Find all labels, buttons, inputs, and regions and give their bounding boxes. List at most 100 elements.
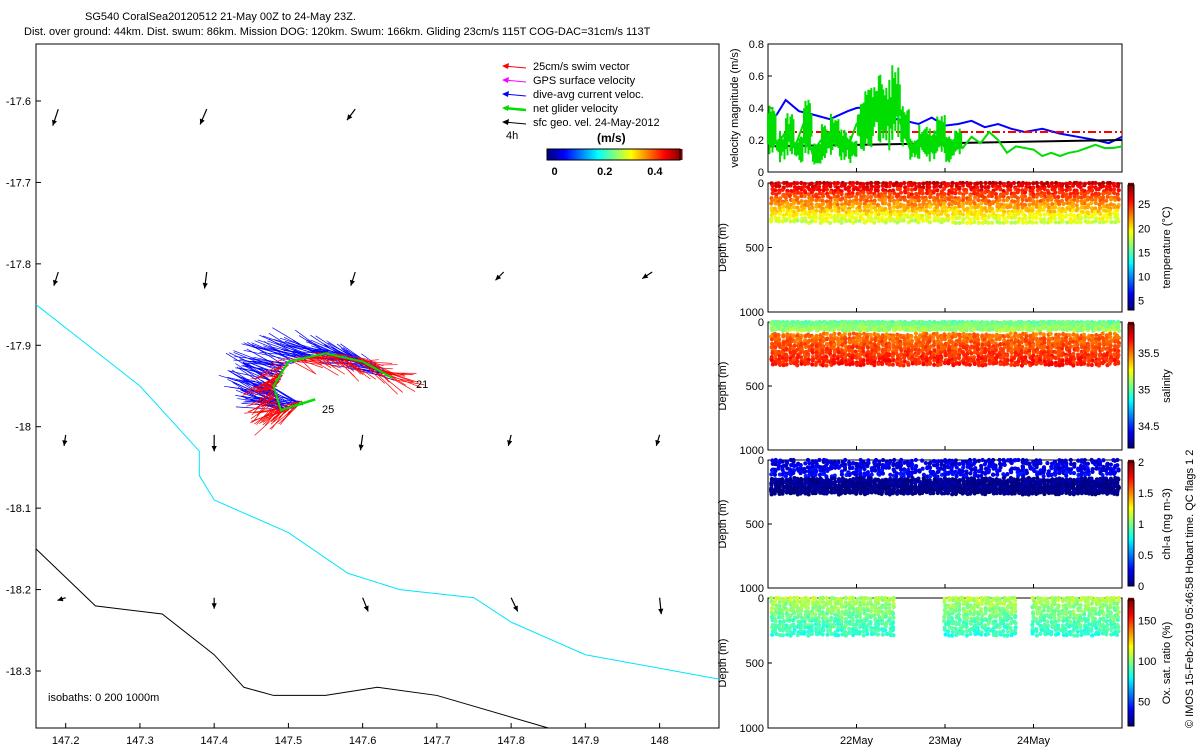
depth-scatter-point [843, 186, 848, 191]
depth-scatter-point [1067, 187, 1073, 192]
depth-scatter-point [897, 187, 902, 192]
depth-scatter-point [1027, 202, 1032, 207]
depth-scatter-point [876, 361, 881, 366]
depth-scatter-point [865, 463, 870, 469]
depth-scatter-point [1082, 337, 1087, 342]
swim-vector [285, 400, 303, 406]
depth-scatter-points [768, 319, 1122, 368]
colorbar-segment [602, 149, 606, 160]
map-x-tick-label: 147.5 [275, 735, 303, 747]
depth-scatter-point [905, 187, 910, 192]
depth-y-tick-label: 0 [758, 178, 764, 190]
swim-vector [269, 409, 293, 430]
swim-vector [314, 356, 332, 369]
depth-scatter-point [1108, 215, 1113, 220]
depth-scatter-point [810, 362, 815, 367]
depth-scatter-point [873, 208, 879, 213]
colorbar-segment [656, 149, 660, 160]
depth-scatter-point [798, 350, 803, 355]
depth-scatter-point [1104, 198, 1109, 203]
depth-scatter-point [784, 201, 790, 206]
swim-vector [301, 360, 323, 369]
depth-scatter-point [1046, 205, 1052, 210]
colorbar-segment [564, 149, 567, 160]
depth-scatter-point [820, 219, 826, 224]
depth-scatter-point [1057, 220, 1062, 225]
depth-scatter-point [986, 184, 991, 190]
colorbar-segment [641, 149, 644, 160]
depth-scatter-point [1053, 205, 1058, 210]
colorbar-segment [566, 149, 569, 160]
depth-scatter-point [975, 216, 980, 221]
depth-scatter-point [968, 193, 973, 198]
depth-scatter-point [1078, 220, 1083, 225]
geo-velocity-arrowhead [642, 273, 649, 279]
depth-scatter-point [1042, 204, 1048, 209]
depth-scatter-point [1011, 180, 1017, 186]
depth-scatter-point [927, 204, 933, 209]
depth-scatter-point [887, 326, 892, 331]
depth-scatter-point [802, 194, 807, 199]
depth-scatter-point [964, 362, 969, 367]
depth-scatter-point [795, 355, 800, 360]
colorbar-segment [575, 149, 579, 160]
depth-scatter-point [946, 207, 952, 213]
depth-scatter-point [835, 215, 840, 220]
depth-scatter-point [842, 467, 848, 472]
depth-scatter-point [805, 203, 810, 208]
map-panel: 147.2 147.3 147.4 147.5 147.6 147.7 147.8 147.9… [6, 43, 720, 747]
depth-scatter-point [850, 193, 855, 199]
depth-scatter-point [847, 332, 852, 337]
map-x-tick-label: 147.9 [572, 735, 600, 747]
depth-scatter-point [886, 353, 891, 358]
depth-scatter-point [836, 343, 841, 348]
depth-scatter-point [780, 491, 785, 496]
dive-current-vector [262, 335, 314, 354]
depth-scatter-point [1009, 362, 1014, 367]
depth-scatter-point [769, 212, 774, 218]
map-y-tick-label: -17.9 [6, 340, 31, 352]
depth-scatter-point [1059, 209, 1064, 214]
legend-entry-label: net glider velocity [533, 103, 618, 115]
depth-scatter-point [839, 216, 844, 221]
colorbar-segment [647, 149, 650, 160]
depth-scatter-point [1030, 220, 1035, 225]
depth-scatter-point [807, 214, 812, 220]
depth-scatter-point [1056, 183, 1061, 188]
title-line-1: SG540 CoralSea20120512 21-May 00Z to 24-… [85, 11, 356, 23]
depth-scatter-point [1009, 211, 1014, 216]
depth-scatter-point [897, 218, 903, 223]
depth-scatter-point [809, 219, 814, 224]
depth-scatter-point [1052, 194, 1058, 200]
depth-scatter-point [884, 217, 889, 222]
depth-scatter-point [917, 202, 922, 208]
depth-scatter-point [817, 187, 822, 193]
depth-scatter-point [828, 327, 833, 332]
depth-scatter-point [1070, 183, 1076, 188]
depth-scatter-point [1034, 180, 1039, 186]
depth-y-axis-label: Depth (m) [717, 362, 729, 411]
depth-scatter-point [835, 190, 841, 195]
depth-scatter-point [832, 331, 837, 336]
depth-scatter-point [906, 362, 911, 367]
depth-scatter-point [1067, 180, 1073, 186]
depth-scatter-point [901, 218, 906, 223]
map-y-tick-label: -18.3 [6, 666, 31, 678]
depth-scatter-point [964, 339, 969, 344]
depth-scatter-point [1049, 361, 1054, 367]
depth-scatter-point [905, 214, 911, 220]
depth-scatter-point [1104, 215, 1109, 220]
depth-scatter-point [931, 211, 937, 216]
depth-scatter-point [909, 198, 914, 203]
swim-vector [269, 358, 288, 364]
depth-scatter-point [835, 197, 840, 203]
colorbar-segment [660, 149, 664, 160]
map-x-tick-label: 147.7 [423, 735, 451, 747]
depth-scatter-point [923, 212, 929, 218]
legend-swatch-head [502, 63, 509, 69]
depth-scatter-point [828, 184, 833, 189]
depth-scatter-point [990, 183, 995, 189]
depth-scatter-point [876, 342, 881, 347]
